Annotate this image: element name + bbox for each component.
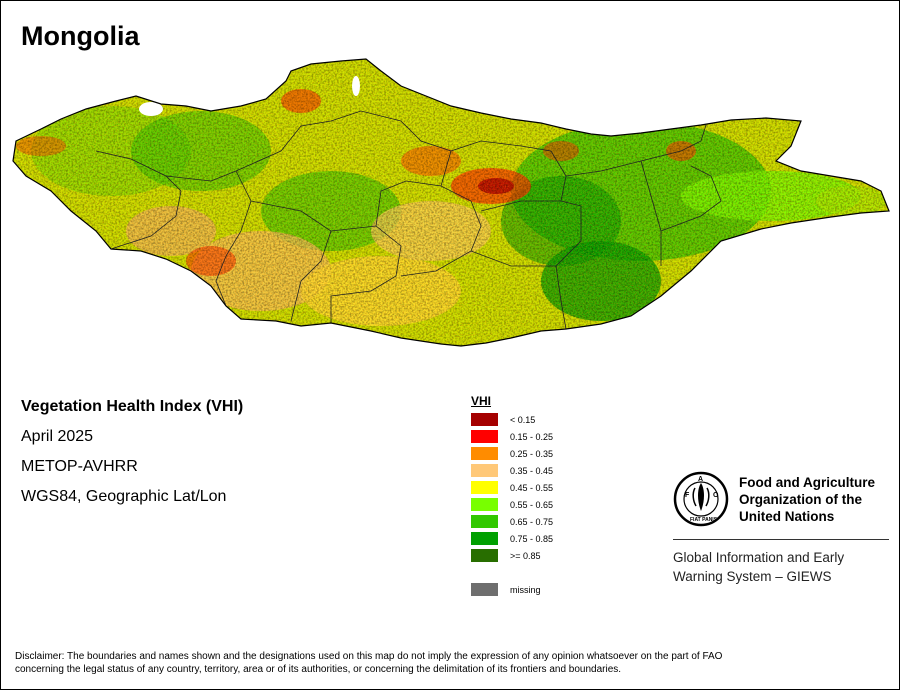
fao-logo-motto: FIAT PANIS [690,517,718,523]
fao-branding: F A O FIAT PANIS Food and Agriculture Or… [673,471,889,586]
legend-item: 0.35 - 0.45 [471,462,553,479]
legend-item: 0.25 - 0.35 [471,445,553,462]
giews-name: Global Information and Early Warning Sys… [673,548,889,586]
legend-label: 0.55 - 0.65 [510,499,554,510]
disclaimer-line2: concerning the legal status of any count… [15,664,622,675]
legend-label: 0.75 - 0.85 [510,533,554,544]
map-title: Mongolia [21,21,140,51]
legend-item: < 0.15 [471,411,553,428]
org-name-line3: United Nations [739,508,835,524]
legend-label: 0.65 - 0.75 [510,516,554,527]
province-boundaries [95,110,722,330]
giews-line2: Warning System – GIEWS [673,569,832,584]
legend-label: < 0.15 [510,414,536,425]
fao-logo-f: F [685,492,690,499]
legend-swatch [471,413,498,426]
legend-item: 0.45 - 0.55 [471,479,553,496]
legend-swatch [471,498,498,511]
fao-org-name: Food and Agriculture Organization of the… [739,474,875,525]
fao-logo-a: A [698,476,703,483]
legend-swatch [471,430,498,443]
disclaimer: Disclaimer: The boundaries and names sho… [15,650,890,676]
legend-swatch [471,464,498,477]
org-name-line2: Organization of the [739,491,862,507]
legend-swatch [471,549,498,562]
legend-swatch [471,532,498,545]
projection: WGS84, Geographic Lat/Lon [21,488,227,505]
legend-item: 0.65 - 0.75 [471,513,553,530]
giews-line1: Global Information and Early [673,550,845,565]
map-info: Vegetation Health Index (VHI) April 2025… [21,397,243,517]
divider [673,539,889,540]
disclaimer-line1: Disclaimer: The boundaries and names sho… [15,651,723,662]
legend-item: 0.55 - 0.65 [471,496,553,513]
legend-label: 0.15 - 0.25 [510,431,554,442]
org-name-line1: Food and Agriculture [739,474,875,490]
legend: VHI < 0.15 0.15 - 0.25 0.25 - 0.35 0.35 - 0… [471,394,553,598]
period: April 2025 [21,428,94,445]
fao-logo-o: O [713,492,719,499]
legend-label: 0.35 - 0.45 [510,465,554,476]
legend-swatch [471,515,498,528]
legend-item-missing: missing [471,581,553,598]
legend-label-missing: missing [510,584,541,595]
legend-label: 0.45 - 0.55 [510,482,554,493]
legend-item: >= 0.85 [471,547,553,564]
legend-swatch-missing [471,583,498,596]
index-name: Vegetation Health Index (VHI) [21,398,244,415]
legend-label: 0.25 - 0.35 [510,448,554,459]
vhi-map [12,58,890,347]
legend-item: 0.75 - 0.85 [471,530,553,547]
vhi-raster [13,59,889,346]
legend-swatch [471,447,498,460]
legend-title: VHI [471,394,492,408]
sensor: METOP-AVHRR [21,458,138,475]
legend-item: 0.15 - 0.25 [471,428,553,445]
fao-logo: F A O FIAT PANIS [673,471,729,527]
legend-label: >= 0.85 [510,550,541,561]
legend-swatch [471,481,498,494]
